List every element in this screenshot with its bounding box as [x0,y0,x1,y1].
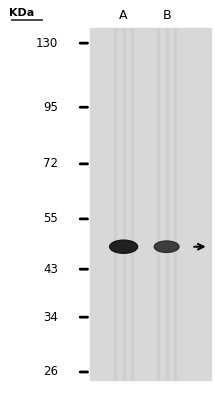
Text: A: A [119,9,128,22]
Ellipse shape [154,241,179,252]
Bar [166,28,168,380]
Bar [123,28,125,380]
Bar [174,28,176,380]
Text: 55: 55 [43,212,58,226]
Text: KDa: KDa [9,8,34,18]
Text: 26: 26 [43,366,58,378]
Bar [114,28,116,380]
Ellipse shape [110,240,138,253]
Bar [90,28,211,380]
Text: 130: 130 [36,37,58,50]
Text: 95: 95 [43,101,58,114]
Text: B: B [162,9,171,22]
Text: 34: 34 [43,311,58,324]
Bar [157,28,159,380]
Text: 43: 43 [43,263,58,276]
Text: 72: 72 [43,157,58,170]
Bar [131,28,133,380]
